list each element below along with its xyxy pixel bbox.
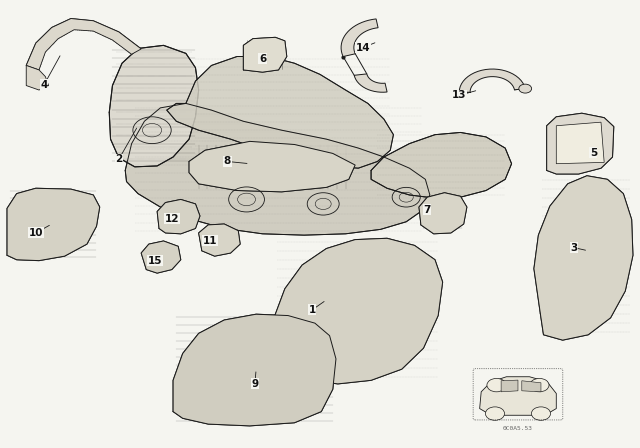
Text: 2: 2	[115, 154, 122, 164]
Text: 13: 13	[452, 90, 467, 100]
Text: 1: 1	[308, 305, 316, 315]
Text: 11: 11	[203, 236, 218, 246]
Circle shape	[487, 379, 506, 392]
Polygon shape	[501, 380, 518, 392]
Text: 14: 14	[355, 43, 370, 52]
Text: 3: 3	[570, 243, 578, 253]
Circle shape	[530, 379, 549, 392]
Polygon shape	[141, 241, 180, 273]
Text: 8: 8	[224, 156, 231, 167]
Polygon shape	[189, 142, 355, 192]
Polygon shape	[243, 37, 287, 72]
Polygon shape	[419, 193, 467, 234]
Polygon shape	[341, 19, 378, 56]
Polygon shape	[460, 69, 525, 92]
Polygon shape	[198, 224, 240, 256]
Text: 0C0A5.53: 0C0A5.53	[503, 426, 533, 431]
Text: 9: 9	[252, 379, 259, 389]
Polygon shape	[534, 176, 633, 340]
Polygon shape	[109, 45, 198, 167]
Text: 4: 4	[40, 80, 48, 90]
Polygon shape	[547, 113, 614, 174]
Polygon shape	[354, 74, 387, 92]
Polygon shape	[479, 377, 556, 415]
Polygon shape	[522, 381, 541, 392]
Polygon shape	[371, 133, 511, 198]
Text: 10: 10	[29, 228, 43, 238]
Polygon shape	[173, 314, 336, 426]
Text: 5: 5	[589, 147, 597, 158]
Text: 7: 7	[424, 205, 431, 215]
Polygon shape	[272, 238, 443, 384]
Polygon shape	[26, 18, 141, 70]
Text: 12: 12	[164, 214, 179, 224]
Polygon shape	[26, 65, 49, 90]
Polygon shape	[167, 56, 394, 168]
Polygon shape	[125, 103, 430, 235]
Polygon shape	[7, 188, 100, 261]
Circle shape	[531, 407, 550, 420]
Circle shape	[519, 84, 532, 93]
Polygon shape	[157, 199, 200, 234]
Text: 15: 15	[148, 256, 163, 266]
Polygon shape	[556, 122, 604, 164]
Text: 6: 6	[259, 54, 266, 64]
Circle shape	[485, 407, 504, 420]
